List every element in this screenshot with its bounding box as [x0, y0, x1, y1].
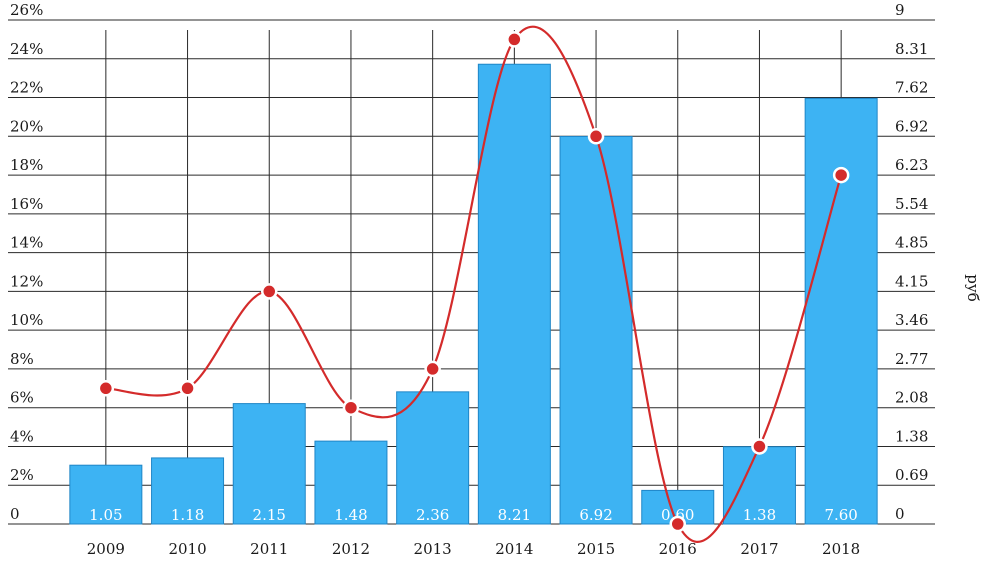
x-tick-label: 2018	[822, 540, 860, 558]
bar-data-label: 2.15	[253, 506, 286, 524]
y-left-tick-label: 8%	[10, 350, 34, 368]
line-point	[179, 380, 196, 397]
x-axis: 2009 2010 2011 2012 2013 2014 2015 2016 2017 2018	[87, 540, 860, 558]
x-tick-label: 2017	[740, 540, 778, 558]
bar-data-label: 6.92	[579, 506, 612, 524]
y-axis-right-unit: руб	[964, 274, 982, 301]
y-right-tick-label: 4.85	[895, 234, 928, 252]
x-tick-label: 2011	[250, 540, 288, 558]
bar	[396, 391, 470, 525]
line-point	[506, 31, 523, 48]
line-point	[587, 128, 605, 145]
y-right-tick-label: 3.46	[895, 311, 928, 329]
line-point	[97, 380, 115, 397]
bar-data-labels: 1.05 1.18 2.15 1.48 2.36 8.21 6.92 0.60 1.38 7.60	[89, 506, 858, 524]
y-left-tick-label: 18%	[10, 156, 43, 174]
y-left-tick-label: 4%	[10, 427, 34, 445]
y-axis-left: 0 2% 4% 6% 8% 10% 12% 14% 16% 18% 20% 22% 24% 26%	[10, 1, 43, 523]
y-left-tick-label: 20%	[10, 117, 43, 135]
bar-data-label: 7.60	[824, 506, 857, 524]
y-right-tick-label: 2.77	[895, 350, 928, 368]
x-tick-label: 2014	[495, 540, 533, 558]
y-right-tick-label: 6.92	[895, 117, 928, 135]
y-right-tick-label: 9	[895, 1, 905, 19]
y-axis-right: 0 0.69 1.38 2.08 2.77 3.46 4.15 4.85 5.54 6.23 6.9…	[895, 1, 928, 523]
y-right-tick-label: 5.54	[895, 195, 928, 213]
bar-data-label: 1.05	[89, 506, 122, 524]
x-tick-label: 2010	[168, 540, 206, 558]
x-tick-label: 2015	[577, 540, 615, 558]
bar-data-label: 1.18	[171, 506, 204, 524]
bar-data-label: 8.21	[498, 506, 531, 524]
y-right-tick-label: 1.38	[895, 427, 928, 445]
y-left-tick-label: 16%	[10, 195, 43, 213]
bar	[477, 63, 551, 525]
line-point	[832, 166, 850, 184]
y-left-tick-label: 22%	[10, 79, 43, 97]
y-right-tick-label: 0	[895, 505, 905, 523]
y-right-tick-label: 0.69	[895, 466, 928, 484]
y-right-tick-label: 7.62	[895, 79, 928, 97]
y-left-tick-label: 12%	[10, 272, 43, 290]
bar	[559, 135, 633, 525]
y-left-tick-label: 26%	[10, 1, 43, 19]
y-left-tick-label: 0	[10, 505, 20, 523]
bar	[804, 97, 878, 525]
bar-data-label: 1.38	[743, 506, 776, 524]
bar	[69, 464, 143, 525]
y-left-tick-label: 6%	[10, 389, 34, 407]
x-tick-label: 2012	[332, 540, 370, 558]
line-point	[751, 438, 768, 455]
bar	[314, 440, 388, 525]
bar	[151, 457, 225, 525]
line-point	[669, 515, 686, 533]
y-right-tick-label: 2.08	[895, 389, 928, 407]
y-left-tick-label: 2%	[10, 466, 34, 484]
bar	[722, 446, 796, 525]
x-tick-label: 2009	[87, 540, 125, 558]
y-left-tick-label: 10%	[10, 311, 43, 329]
bar-data-label: 2.36	[416, 506, 449, 524]
line-point	[342, 399, 360, 416]
x-tick-label: 2016	[659, 540, 697, 558]
bar-data-label: 0.60	[661, 506, 694, 524]
y-right-tick-label: 6.23	[895, 156, 928, 174]
bar-data-label: 1.48	[334, 506, 367, 524]
rate-line-series	[97, 25, 850, 543]
bar	[232, 403, 306, 525]
y-right-tick-label: 4.15	[895, 272, 928, 290]
x-tick-label: 2013	[414, 540, 452, 558]
line-point	[424, 360, 441, 378]
y-right-tick-label: 8.31	[895, 40, 928, 58]
line-point	[261, 283, 278, 300]
y-left-tick-label: 14%	[10, 234, 43, 252]
y-left-tick-label: 24%	[10, 40, 43, 58]
